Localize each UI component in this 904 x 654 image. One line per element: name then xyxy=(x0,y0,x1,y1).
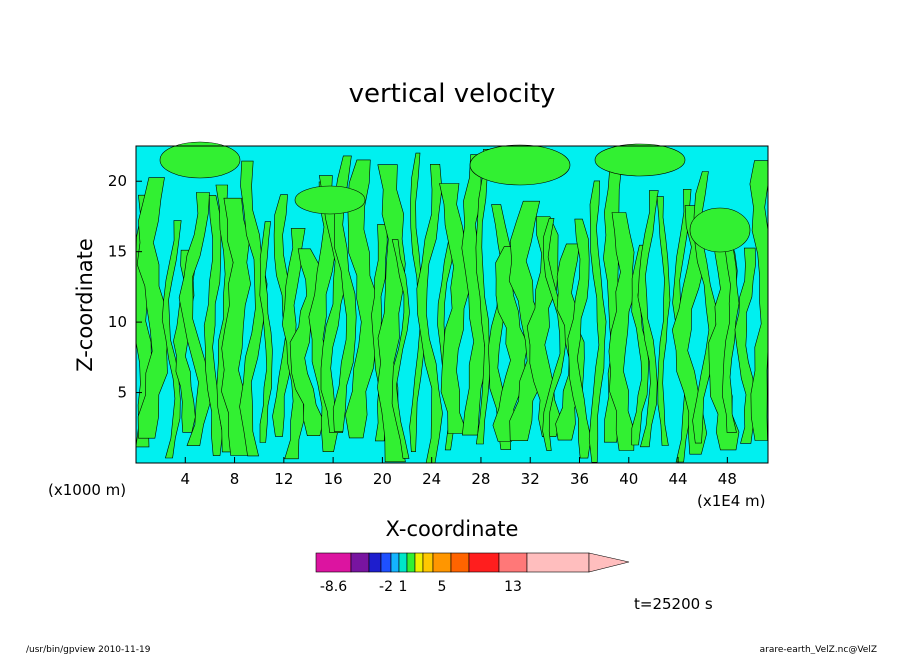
x-tick-label: 28 xyxy=(471,470,490,488)
colorbar-swatch xyxy=(414,552,424,573)
colorbar-swatch xyxy=(526,552,590,573)
updraft-band xyxy=(345,159,379,439)
updraft-band xyxy=(409,152,426,453)
x-tick-label: 32 xyxy=(521,470,540,488)
updraft-band xyxy=(567,218,592,459)
colorbar-tick-label: -8.6 xyxy=(320,579,347,595)
x-tick-label: 8 xyxy=(230,470,240,488)
plot-area xyxy=(135,141,769,464)
updraft-band xyxy=(161,220,182,459)
colorbar-swatch xyxy=(432,552,452,573)
x-unit-label: (x1E4 m) xyxy=(697,492,766,510)
time-label: t=25200 s xyxy=(634,595,713,613)
colorbar-swatch xyxy=(368,552,382,573)
x-axis-label: X-coordinate xyxy=(386,517,519,541)
colorbar-extend-arrow xyxy=(588,552,630,573)
updraft-patch xyxy=(469,144,571,186)
updraft-band xyxy=(203,195,223,456)
y-axis-label: Z-coordinate xyxy=(73,238,97,372)
updraft-band xyxy=(542,218,568,451)
x-tick-label: 40 xyxy=(619,470,638,488)
colorbar-swatch xyxy=(398,552,408,573)
x-axis: 4 8 12 16 20 24 28 32 36 40 44 48 xyxy=(181,457,737,488)
updraft-band xyxy=(377,164,406,463)
updraft-patch xyxy=(159,141,241,179)
colorbar-swatch xyxy=(450,552,470,573)
x-tick-label: 44 xyxy=(669,470,688,488)
chart-title: vertical velocity xyxy=(349,79,556,109)
y-axis: 5 10 15 20 xyxy=(108,172,142,402)
updraft-band xyxy=(588,180,607,463)
colorbar-tick-label: -2 xyxy=(379,579,393,595)
colorbar-swatch xyxy=(315,552,352,573)
updraft-band xyxy=(239,160,268,457)
colorbar-swatch xyxy=(422,552,434,573)
x-tick-label: 12 xyxy=(274,470,293,488)
y-tick-label: 10 xyxy=(108,313,127,331)
colorbar-swatch xyxy=(380,552,392,573)
updraft-band xyxy=(637,190,659,448)
y-tick-label: 15 xyxy=(108,243,127,261)
x-tick-label: 36 xyxy=(570,470,589,488)
y-unit-label: (x1000 m) xyxy=(48,481,126,499)
y-tick-label: 20 xyxy=(108,172,127,190)
x-tick-label: 4 xyxy=(181,470,191,488)
colorbar: -8.6 -2 1 5 13 xyxy=(315,552,630,595)
colorbar-tick-label: 13 xyxy=(504,579,522,595)
x-tick-label: 48 xyxy=(718,470,737,488)
x-tick-label: 24 xyxy=(422,470,441,488)
updraft-band xyxy=(259,221,273,443)
updraft-band xyxy=(475,149,491,445)
colorbar-swatch xyxy=(406,552,416,573)
y-tick-label: 5 xyxy=(117,384,127,402)
updraft-patch xyxy=(594,143,686,177)
plot-frame xyxy=(135,145,769,464)
updraft-band xyxy=(332,155,357,432)
footer-right: arare-earth_VelZ.nc@VelZ xyxy=(760,645,877,654)
updraft-band xyxy=(178,192,211,446)
x-tick-label: 16 xyxy=(324,470,343,488)
colorbar-swatch xyxy=(350,552,370,573)
updraft-patch xyxy=(689,207,751,253)
updraft-band xyxy=(391,239,410,459)
updraft-band xyxy=(721,211,740,433)
colorbar-swatch xyxy=(498,552,528,573)
colorbar-tick-label: 5 xyxy=(438,579,447,595)
footer-left: /usr/bin/gpview 2010-11-19 xyxy=(26,645,151,654)
updraft-band xyxy=(656,196,671,446)
colorbar-swatch xyxy=(468,552,500,573)
colorbar-tick-label: 1 xyxy=(399,579,408,595)
velocity-field xyxy=(135,141,769,464)
updraft-patch xyxy=(294,185,366,215)
x-tick-label: 20 xyxy=(373,470,392,488)
colorbar-swatch xyxy=(390,552,400,573)
updraft-band xyxy=(136,177,169,439)
